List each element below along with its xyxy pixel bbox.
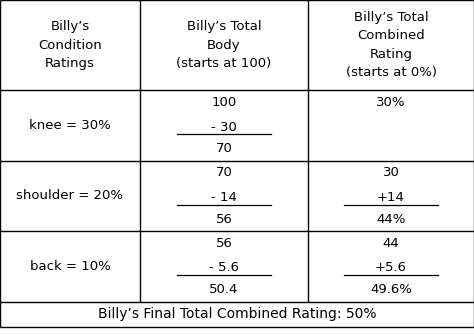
Text: 100: 100 [211,96,237,109]
Text: - 5.6: - 5.6 [209,261,239,274]
Text: 44%: 44% [376,213,406,226]
Text: 30%: 30% [376,96,406,109]
Text: Billy’s Total
Combined
Rating
(starts at 0%): Billy’s Total Combined Rating (starts at… [346,11,437,79]
Text: 49.6%: 49.6% [370,283,412,296]
Text: +14: +14 [377,191,405,204]
Text: 70: 70 [216,142,232,155]
Text: 56: 56 [216,213,232,226]
Text: +5.6: +5.6 [375,261,407,274]
Text: 70: 70 [216,166,232,179]
Text: shoulder = 20%: shoulder = 20% [17,190,123,202]
Text: Billy’s Final Total Combined Rating: 50%: Billy’s Final Total Combined Rating: 50% [98,307,376,321]
Text: back = 10%: back = 10% [29,260,110,273]
Text: Billy’s
Condition
Ratings: Billy’s Condition Ratings [38,20,102,70]
Text: - 30: - 30 [211,121,237,134]
Text: Billy’s Total
Body
(starts at 100): Billy’s Total Body (starts at 100) [176,20,272,70]
Text: knee = 30%: knee = 30% [29,119,111,132]
Text: - 14: - 14 [211,191,237,204]
Text: 50.4: 50.4 [210,283,238,296]
Text: 30: 30 [383,166,400,179]
Text: 44: 44 [383,237,400,250]
Text: 56: 56 [216,237,232,250]
